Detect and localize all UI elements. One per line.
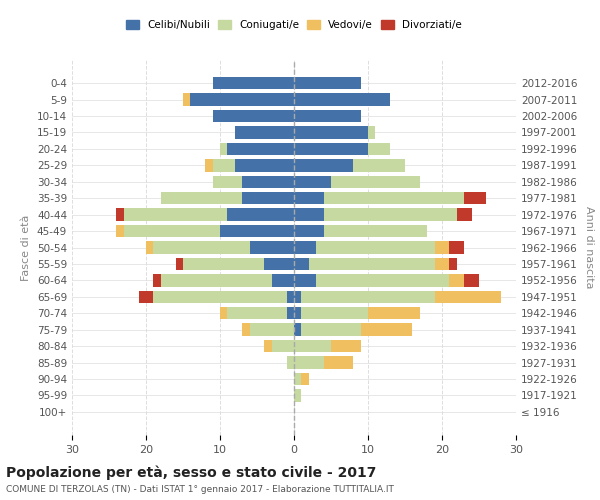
Bar xyxy=(242,324,250,336)
Bar xyxy=(212,110,294,122)
Bar xyxy=(294,225,323,237)
Bar xyxy=(227,143,294,155)
Bar xyxy=(316,274,449,286)
Bar xyxy=(116,208,124,221)
Bar xyxy=(227,208,294,221)
Bar xyxy=(294,307,301,320)
Bar xyxy=(146,242,154,254)
Bar xyxy=(294,77,361,90)
Bar xyxy=(287,290,294,303)
Bar xyxy=(227,307,287,320)
Bar xyxy=(294,274,316,286)
Bar xyxy=(434,242,449,254)
Bar xyxy=(361,324,412,336)
Bar xyxy=(212,159,235,172)
Bar xyxy=(220,307,227,320)
Bar xyxy=(294,208,323,221)
Bar xyxy=(464,274,479,286)
Bar xyxy=(294,324,301,336)
Bar xyxy=(294,94,390,106)
Bar xyxy=(434,258,449,270)
Bar xyxy=(294,389,301,402)
Bar xyxy=(323,208,457,221)
Bar xyxy=(294,110,361,122)
Bar xyxy=(294,192,323,204)
Bar xyxy=(250,242,294,254)
Bar xyxy=(331,340,361,352)
Bar xyxy=(242,176,294,188)
Bar xyxy=(183,258,265,270)
Legend: Celibi/Nubili, Coniugati/e, Vedovi/e, Divorziati/e: Celibi/Nubili, Coniugati/e, Vedovi/e, Di… xyxy=(123,16,465,33)
Bar xyxy=(190,94,294,106)
Bar xyxy=(464,192,487,204)
Bar xyxy=(124,208,227,221)
Text: Popolazione per età, sesso e stato civile - 2017: Popolazione per età, sesso e stato civil… xyxy=(6,465,376,479)
Bar xyxy=(154,290,287,303)
Bar xyxy=(265,258,294,270)
Bar xyxy=(294,258,309,270)
Bar xyxy=(294,373,301,385)
Bar xyxy=(294,176,331,188)
Bar xyxy=(242,192,294,204)
Bar xyxy=(161,274,272,286)
Bar xyxy=(220,225,294,237)
Bar xyxy=(220,143,227,155)
Bar xyxy=(265,340,272,352)
Bar xyxy=(294,143,368,155)
Bar xyxy=(235,159,294,172)
Bar xyxy=(250,324,294,336)
Bar xyxy=(235,126,294,138)
Bar xyxy=(294,242,316,254)
Bar xyxy=(183,94,190,106)
Bar xyxy=(176,258,183,270)
Bar xyxy=(294,356,323,368)
Bar xyxy=(323,356,353,368)
Bar xyxy=(139,290,154,303)
Bar xyxy=(116,225,124,237)
Bar xyxy=(368,143,390,155)
Bar xyxy=(368,126,376,138)
Bar xyxy=(287,356,294,368)
Bar xyxy=(301,290,434,303)
Bar xyxy=(294,126,368,138)
Bar xyxy=(212,176,242,188)
Bar xyxy=(331,176,420,188)
Bar xyxy=(272,340,294,352)
Bar xyxy=(205,159,212,172)
Bar xyxy=(309,258,434,270)
Bar xyxy=(457,208,472,221)
Bar xyxy=(154,242,250,254)
Bar xyxy=(316,242,434,254)
Bar xyxy=(368,307,420,320)
Bar xyxy=(212,77,294,90)
Bar xyxy=(353,159,405,172)
Bar xyxy=(301,324,361,336)
Bar xyxy=(301,307,368,320)
Bar xyxy=(161,192,242,204)
Bar xyxy=(294,340,331,352)
Y-axis label: Fasce di età: Fasce di età xyxy=(22,214,31,280)
Bar xyxy=(294,290,301,303)
Bar xyxy=(124,225,220,237)
Bar xyxy=(287,307,294,320)
Bar xyxy=(449,242,464,254)
Bar xyxy=(449,258,457,270)
Bar xyxy=(272,274,294,286)
Bar xyxy=(434,290,501,303)
Bar xyxy=(154,274,161,286)
Bar xyxy=(323,225,427,237)
Bar xyxy=(449,274,464,286)
Bar xyxy=(323,192,464,204)
Bar xyxy=(294,159,353,172)
Text: COMUNE DI TERZOLAS (TN) - Dati ISTAT 1° gennaio 2017 - Elaborazione TUTTITALIA.I: COMUNE DI TERZOLAS (TN) - Dati ISTAT 1° … xyxy=(6,485,394,494)
Y-axis label: Anni di nascita: Anni di nascita xyxy=(584,206,594,289)
Bar xyxy=(301,373,309,385)
